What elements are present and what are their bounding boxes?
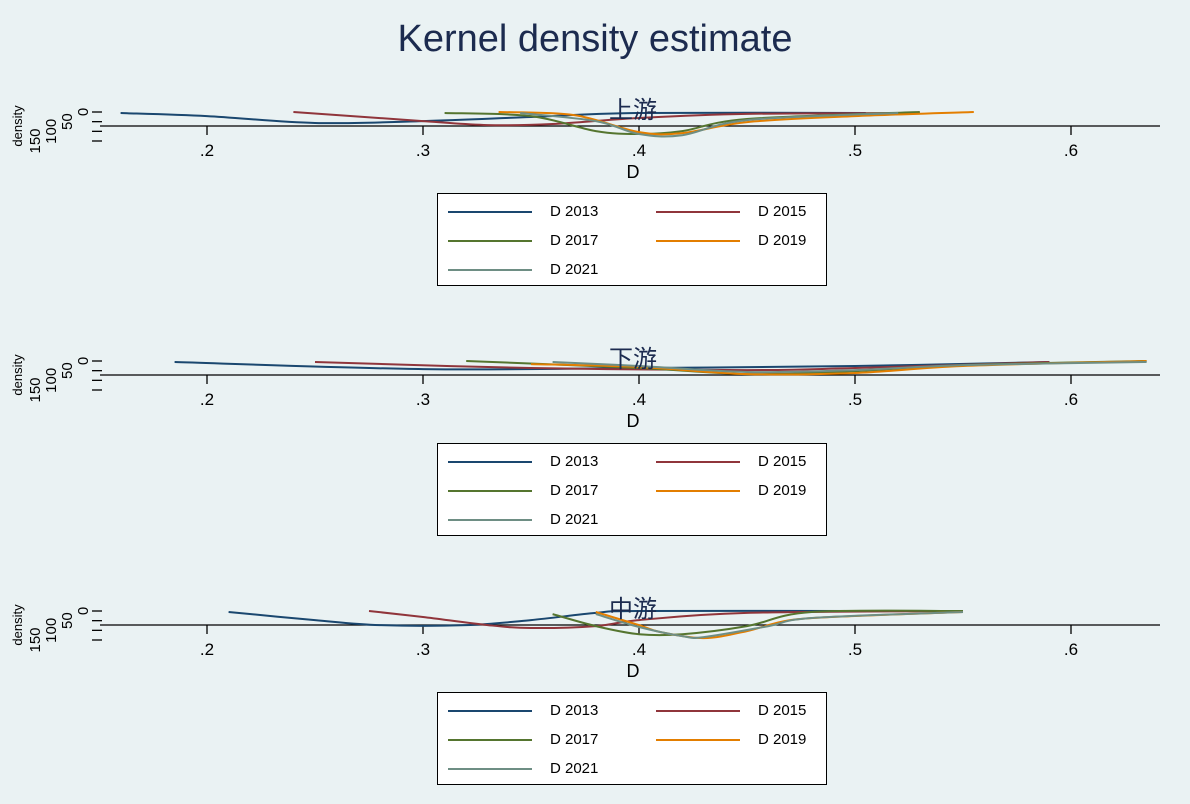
panel-title: 上游 (609, 96, 657, 124)
y-tick-label: 50 (59, 113, 76, 130)
legend-item: D 2017 (438, 730, 618, 750)
legend-swatch (448, 269, 532, 271)
legend-item: D 2015 (646, 701, 826, 721)
legend-item: D 2021 (438, 510, 618, 530)
legend-swatch (448, 768, 532, 770)
legend-label: D 2021 (550, 760, 599, 777)
density-line-d-2019 (498, 111, 974, 136)
x-tick-label: .4 (632, 390, 646, 409)
legend-label: D 2019 (758, 731, 807, 748)
legend-swatch (656, 490, 740, 492)
density-line-d-2013 (228, 609, 856, 627)
x-axis-label: D (627, 162, 640, 182)
y-tick-label: 100 (43, 119, 60, 144)
legend-swatch (448, 710, 532, 712)
legend-swatch (448, 461, 532, 463)
legend-label: D 2013 (550, 203, 599, 220)
density-line-d-2021 (552, 361, 1147, 374)
legend-swatch (448, 519, 532, 521)
x-tick-label: .6 (1064, 141, 1078, 160)
legend-swatch (448, 490, 532, 492)
y-axis-label: density (10, 604, 25, 646)
legend-item: D 2015 (646, 452, 826, 472)
legend-item: D 2013 (438, 701, 618, 721)
legend-swatch (656, 240, 740, 242)
legend: D 2013 D 2015 D 2017 D 2019 D 2021 (437, 443, 827, 536)
x-axis-label: D (627, 661, 640, 681)
legend-item: D 2019 (646, 730, 826, 750)
y-tick-label: 0 (75, 607, 92, 615)
legend-label: D 2021 (550, 261, 599, 278)
x-tick-label: .4 (632, 640, 646, 659)
legend-item: D 2021 (438, 759, 618, 779)
legend-swatch (656, 739, 740, 741)
x-axis-label: D (627, 411, 640, 431)
y-axis-label: density (10, 354, 25, 396)
y-tick-label: 50 (59, 612, 76, 629)
y-tick-label: 0 (75, 108, 92, 116)
legend-label: D 2015 (758, 702, 807, 719)
y-tick-label: 100 (43, 618, 60, 643)
legend-label: D 2017 (550, 731, 599, 748)
y-tick-label: 50 (59, 362, 76, 379)
legend-label: D 2015 (758, 453, 807, 470)
legend-item: D 2017 (438, 481, 618, 501)
density-line-d-2013 (120, 111, 866, 125)
panel-title: 中游 (609, 595, 657, 623)
y-tick-label: 100 (43, 368, 60, 393)
legend-swatch (656, 710, 740, 712)
legend-swatch (656, 211, 740, 213)
legend-label: D 2015 (758, 203, 807, 220)
y-tick-label: 0 (75, 357, 92, 365)
x-tick-label: .2 (200, 390, 214, 409)
x-tick-label: .3 (416, 141, 430, 160)
x-tick-label: .5 (848, 390, 862, 409)
legend-swatch (448, 739, 532, 741)
y-tick-label: 150 (27, 627, 44, 652)
x-tick-label: .2 (200, 640, 214, 659)
legend-label: D 2019 (758, 482, 807, 499)
legend-label: D 2021 (550, 511, 599, 528)
y-tick-label: 150 (27, 377, 44, 402)
y-axis-label: density (10, 105, 25, 147)
legend-item: D 2019 (646, 231, 826, 251)
x-tick-label: .5 (848, 141, 862, 160)
x-tick-label: .4 (632, 141, 646, 160)
x-tick-label: .2 (200, 141, 214, 160)
legend-item: D 2013 (438, 452, 618, 472)
x-tick-label: .6 (1064, 640, 1078, 659)
density-line-d-2017 (552, 609, 964, 637)
legend-label: D 2019 (758, 232, 807, 249)
x-tick-label: .5 (848, 640, 862, 659)
legend-item: D 2021 (438, 260, 618, 280)
legend-item: D 2015 (646, 202, 826, 222)
legend-item: D 2019 (646, 481, 826, 501)
legend-label: D 2017 (550, 232, 599, 249)
legend-swatch (656, 461, 740, 463)
legend-swatch (448, 240, 532, 242)
legend: D 2013 D 2015 D 2017 D 2019 D 2021 (437, 193, 827, 286)
x-tick-label: .3 (416, 390, 430, 409)
legend-swatch (448, 211, 532, 213)
density-line-d-2021 (595, 611, 964, 639)
x-tick-label: .6 (1064, 390, 1078, 409)
legend-label: D 2013 (550, 702, 599, 719)
y-tick-label: 150 (27, 128, 44, 153)
legend-label: D 2013 (550, 453, 599, 470)
legend-label: D 2017 (550, 482, 599, 499)
legend-item: D 2017 (438, 231, 618, 251)
legend: D 2013 D 2015 D 2017 D 2019 D 2021 (437, 692, 827, 785)
legend-item: D 2013 (438, 202, 618, 222)
chart-title: Kernel density estimate (397, 18, 793, 60)
density-line-d-2021 (520, 112, 899, 138)
panel-title: 下游 (609, 345, 657, 373)
x-tick-label: .3 (416, 640, 430, 659)
